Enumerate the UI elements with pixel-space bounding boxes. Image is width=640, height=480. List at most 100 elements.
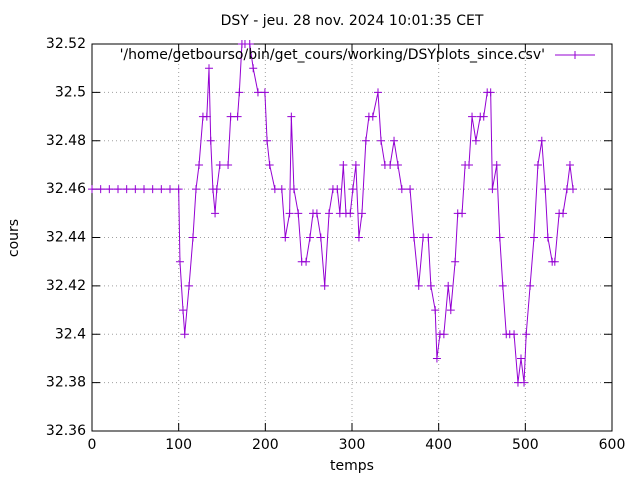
data-point bbox=[320, 281, 329, 290]
data-point bbox=[424, 233, 433, 242]
data-point bbox=[224, 160, 233, 169]
data-point bbox=[305, 233, 314, 242]
data-point bbox=[517, 354, 525, 363]
data-point bbox=[479, 112, 488, 121]
data-point bbox=[205, 64, 213, 73]
data-point bbox=[486, 88, 495, 97]
data-point bbox=[192, 185, 200, 194]
data-point bbox=[185, 281, 194, 290]
data-point bbox=[325, 209, 334, 218]
data-point bbox=[432, 354, 441, 363]
data-point bbox=[492, 160, 501, 169]
legend-swatch bbox=[571, 51, 579, 59]
data-point bbox=[444, 281, 453, 290]
x-tick-label: 600 bbox=[599, 437, 626, 453]
data-point bbox=[206, 136, 215, 145]
data-point bbox=[465, 160, 473, 169]
y-tick-label: 32.52 bbox=[46, 36, 86, 52]
data-point bbox=[541, 185, 550, 194]
y-tick-label: 32.46 bbox=[46, 181, 86, 197]
data-point bbox=[537, 136, 546, 145]
data-point bbox=[569, 185, 577, 194]
legend-label: '/home/getbourso/bin/get_cours/working/D… bbox=[120, 47, 545, 63]
data-point bbox=[174, 185, 183, 194]
y-tick-label: 32.36 bbox=[46, 423, 86, 439]
data-point bbox=[451, 257, 460, 266]
data-point bbox=[488, 185, 497, 194]
data-point bbox=[148, 185, 157, 194]
data-point bbox=[526, 281, 535, 290]
data-point bbox=[361, 136, 370, 145]
y-tick-label: 32.48 bbox=[46, 133, 86, 149]
data-point bbox=[339, 160, 348, 169]
data-point bbox=[458, 209, 467, 218]
data-point bbox=[386, 160, 395, 169]
data-point bbox=[235, 88, 244, 97]
data-point bbox=[294, 209, 303, 218]
data-point bbox=[565, 160, 574, 169]
data-point bbox=[180, 330, 189, 339]
data-point bbox=[122, 185, 131, 194]
data-point bbox=[406, 185, 415, 194]
data-point bbox=[397, 185, 406, 194]
data-point bbox=[498, 281, 507, 290]
data-point bbox=[179, 306, 187, 315]
data-point bbox=[202, 112, 211, 121]
data-point bbox=[431, 306, 440, 315]
x-tick-label: 500 bbox=[512, 437, 539, 453]
data-point bbox=[265, 160, 274, 169]
data-point bbox=[233, 112, 242, 121]
data-point bbox=[471, 136, 480, 145]
data-point bbox=[312, 209, 321, 218]
y-axis-label: cours bbox=[6, 219, 22, 257]
series-line bbox=[92, 43, 574, 383]
data-point bbox=[354, 233, 363, 242]
data-point bbox=[393, 160, 402, 169]
plot-border bbox=[91, 43, 613, 432]
data-point bbox=[285, 209, 294, 218]
y-tick-label: 32.42 bbox=[46, 278, 86, 294]
data-point bbox=[510, 330, 519, 339]
data-point bbox=[368, 112, 377, 121]
data-point bbox=[114, 185, 122, 194]
y-tick-label: 32.5 bbox=[55, 84, 86, 100]
data-point bbox=[260, 88, 269, 97]
data-point bbox=[522, 330, 531, 339]
data-point bbox=[333, 185, 342, 194]
data-point bbox=[439, 330, 448, 339]
y-tick-label: 32.38 bbox=[46, 375, 86, 391]
data-point bbox=[550, 257, 559, 266]
data-point bbox=[377, 136, 386, 145]
data-point bbox=[495, 233, 504, 242]
data-point bbox=[215, 160, 224, 169]
data-point bbox=[287, 112, 296, 121]
data-point bbox=[468, 112, 477, 121]
data-point bbox=[346, 209, 355, 218]
data-point bbox=[96, 185, 105, 194]
x-tick-label: 0 bbox=[88, 437, 97, 453]
data-point bbox=[559, 209, 568, 218]
data-point bbox=[88, 185, 96, 194]
data-point bbox=[409, 233, 418, 242]
data-point bbox=[188, 233, 197, 242]
data-point bbox=[289, 185, 298, 194]
data-point bbox=[226, 112, 235, 121]
data-point bbox=[166, 185, 174, 194]
data-point bbox=[390, 136, 399, 145]
x-tick-label: 300 bbox=[339, 437, 366, 453]
data-point bbox=[211, 209, 220, 218]
data-point bbox=[281, 233, 290, 242]
data-point bbox=[374, 88, 382, 97]
data-point bbox=[302, 257, 311, 266]
x-tick-label: 400 bbox=[425, 437, 452, 453]
data-point bbox=[105, 185, 114, 194]
data-point bbox=[414, 281, 423, 290]
data-point bbox=[348, 185, 357, 194]
data-point bbox=[249, 64, 258, 73]
data-point bbox=[316, 233, 325, 242]
data-point bbox=[263, 136, 272, 145]
data-point bbox=[277, 185, 286, 194]
data-point bbox=[426, 281, 435, 290]
data-point bbox=[530, 233, 538, 242]
